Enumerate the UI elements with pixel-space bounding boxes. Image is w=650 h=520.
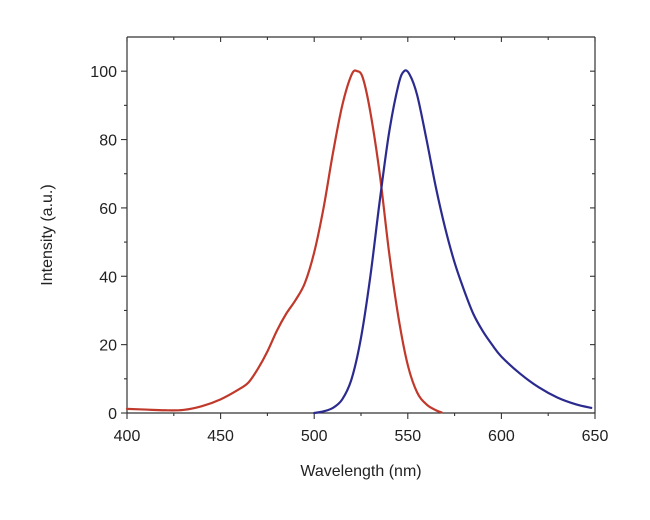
y-tick-label: 20 bbox=[99, 338, 117, 355]
y-tick-label: 40 bbox=[99, 269, 117, 286]
y-tick-label: 60 bbox=[99, 201, 117, 218]
y-tick-label: 80 bbox=[99, 133, 117, 150]
y-tick-label: 0 bbox=[108, 406, 117, 423]
series-group bbox=[125, 69, 593, 415]
x-tick-label: 400 bbox=[114, 428, 141, 445]
x-tick-label: 500 bbox=[301, 428, 328, 445]
series-line-1 bbox=[125, 69, 443, 414]
y-axis-title: Intensity (a.u.) bbox=[39, 184, 56, 285]
x-tick-label: 600 bbox=[488, 428, 515, 445]
x-axis-title: Wavelength (nm) bbox=[300, 463, 421, 480]
x-tick-label: 550 bbox=[394, 428, 421, 445]
y-tick-label: 100 bbox=[90, 64, 117, 81]
x-tick-label: 650 bbox=[582, 428, 609, 445]
series-line-2 bbox=[313, 69, 593, 415]
x-tick-label: 450 bbox=[207, 428, 234, 445]
axes: 400 450 500 550 600 650 0 20 40 60 80 100 bbox=[90, 36, 609, 445]
